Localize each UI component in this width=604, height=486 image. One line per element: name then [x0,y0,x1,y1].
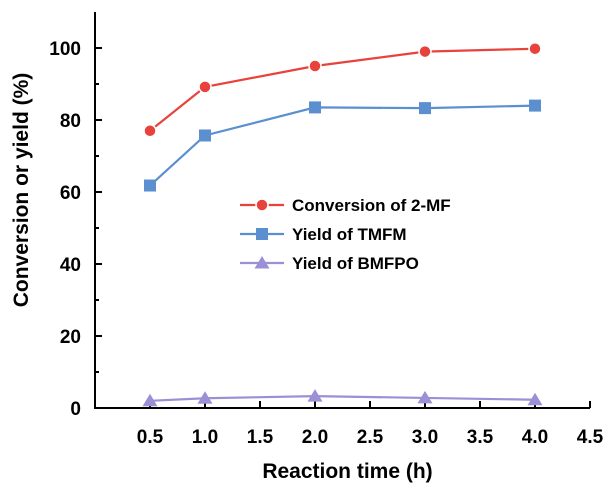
y-tick-label: 20 [60,327,81,348]
data-point [144,179,156,192]
legend-label: Yield of TMFM [292,225,407,244]
x-tick-label: 4.5 [577,427,604,448]
data-point [309,101,321,114]
legend-label: Conversion of 2-MF [292,196,451,215]
series-2 [144,99,541,192]
y-tick-label: 100 [49,39,81,60]
data-point [418,44,432,59]
legend-marker [255,198,269,212]
data-point [527,392,543,406]
x-axis-title: Reaction time (h) [262,460,432,483]
y-tick-label: 40 [60,255,81,276]
data-point [198,80,212,94]
y-tick-label: 80 [60,111,81,132]
data-point [529,99,541,112]
legend: Conversion of 2-MF Yield of TMFM Yield of … [240,196,451,273]
data-point [419,102,431,115]
y-axis-title: Conversion or yield (%) [10,73,33,308]
legend-marker [254,256,270,269]
x-tick-label: 0.5 [137,427,164,448]
legend-marker [256,228,268,240]
y-tick-label: 60 [60,183,81,204]
x-tick-label: 2.5 [357,427,384,448]
x-tick-label: 2.0 [302,427,328,448]
data-point [307,389,323,402]
data-point [142,393,158,407]
data-point [143,124,157,138]
series-layer [142,41,543,407]
data-point [308,59,322,73]
x-tick-label: 1.0 [192,427,218,448]
data-point [199,129,211,142]
data-point [197,391,213,404]
legend-item: Conversion of 2-MF [240,196,451,215]
legend-label: Yield of BMFPO [292,254,419,273]
legend-item: Yield of TMFM [240,225,407,244]
x-tick-label: 1.5 [247,427,274,448]
x-tick-label: 4.0 [522,427,548,448]
legend-item: Yield of BMFPO [240,254,419,273]
y-tick-label: 0 [70,399,81,420]
x-tick-label: 3.0 [412,427,438,448]
series-1 [143,41,542,138]
data-point [417,390,433,404]
series-3 [142,389,543,407]
axes: 0 20 40 60 80 100 0.5 1.0 1.5 2.0 2.5 3.0 3.5 4.0 4.5 [49,12,604,448]
series-line [149,104,536,187]
x-tick-label: 3.5 [467,427,494,448]
data-point [528,41,542,56]
